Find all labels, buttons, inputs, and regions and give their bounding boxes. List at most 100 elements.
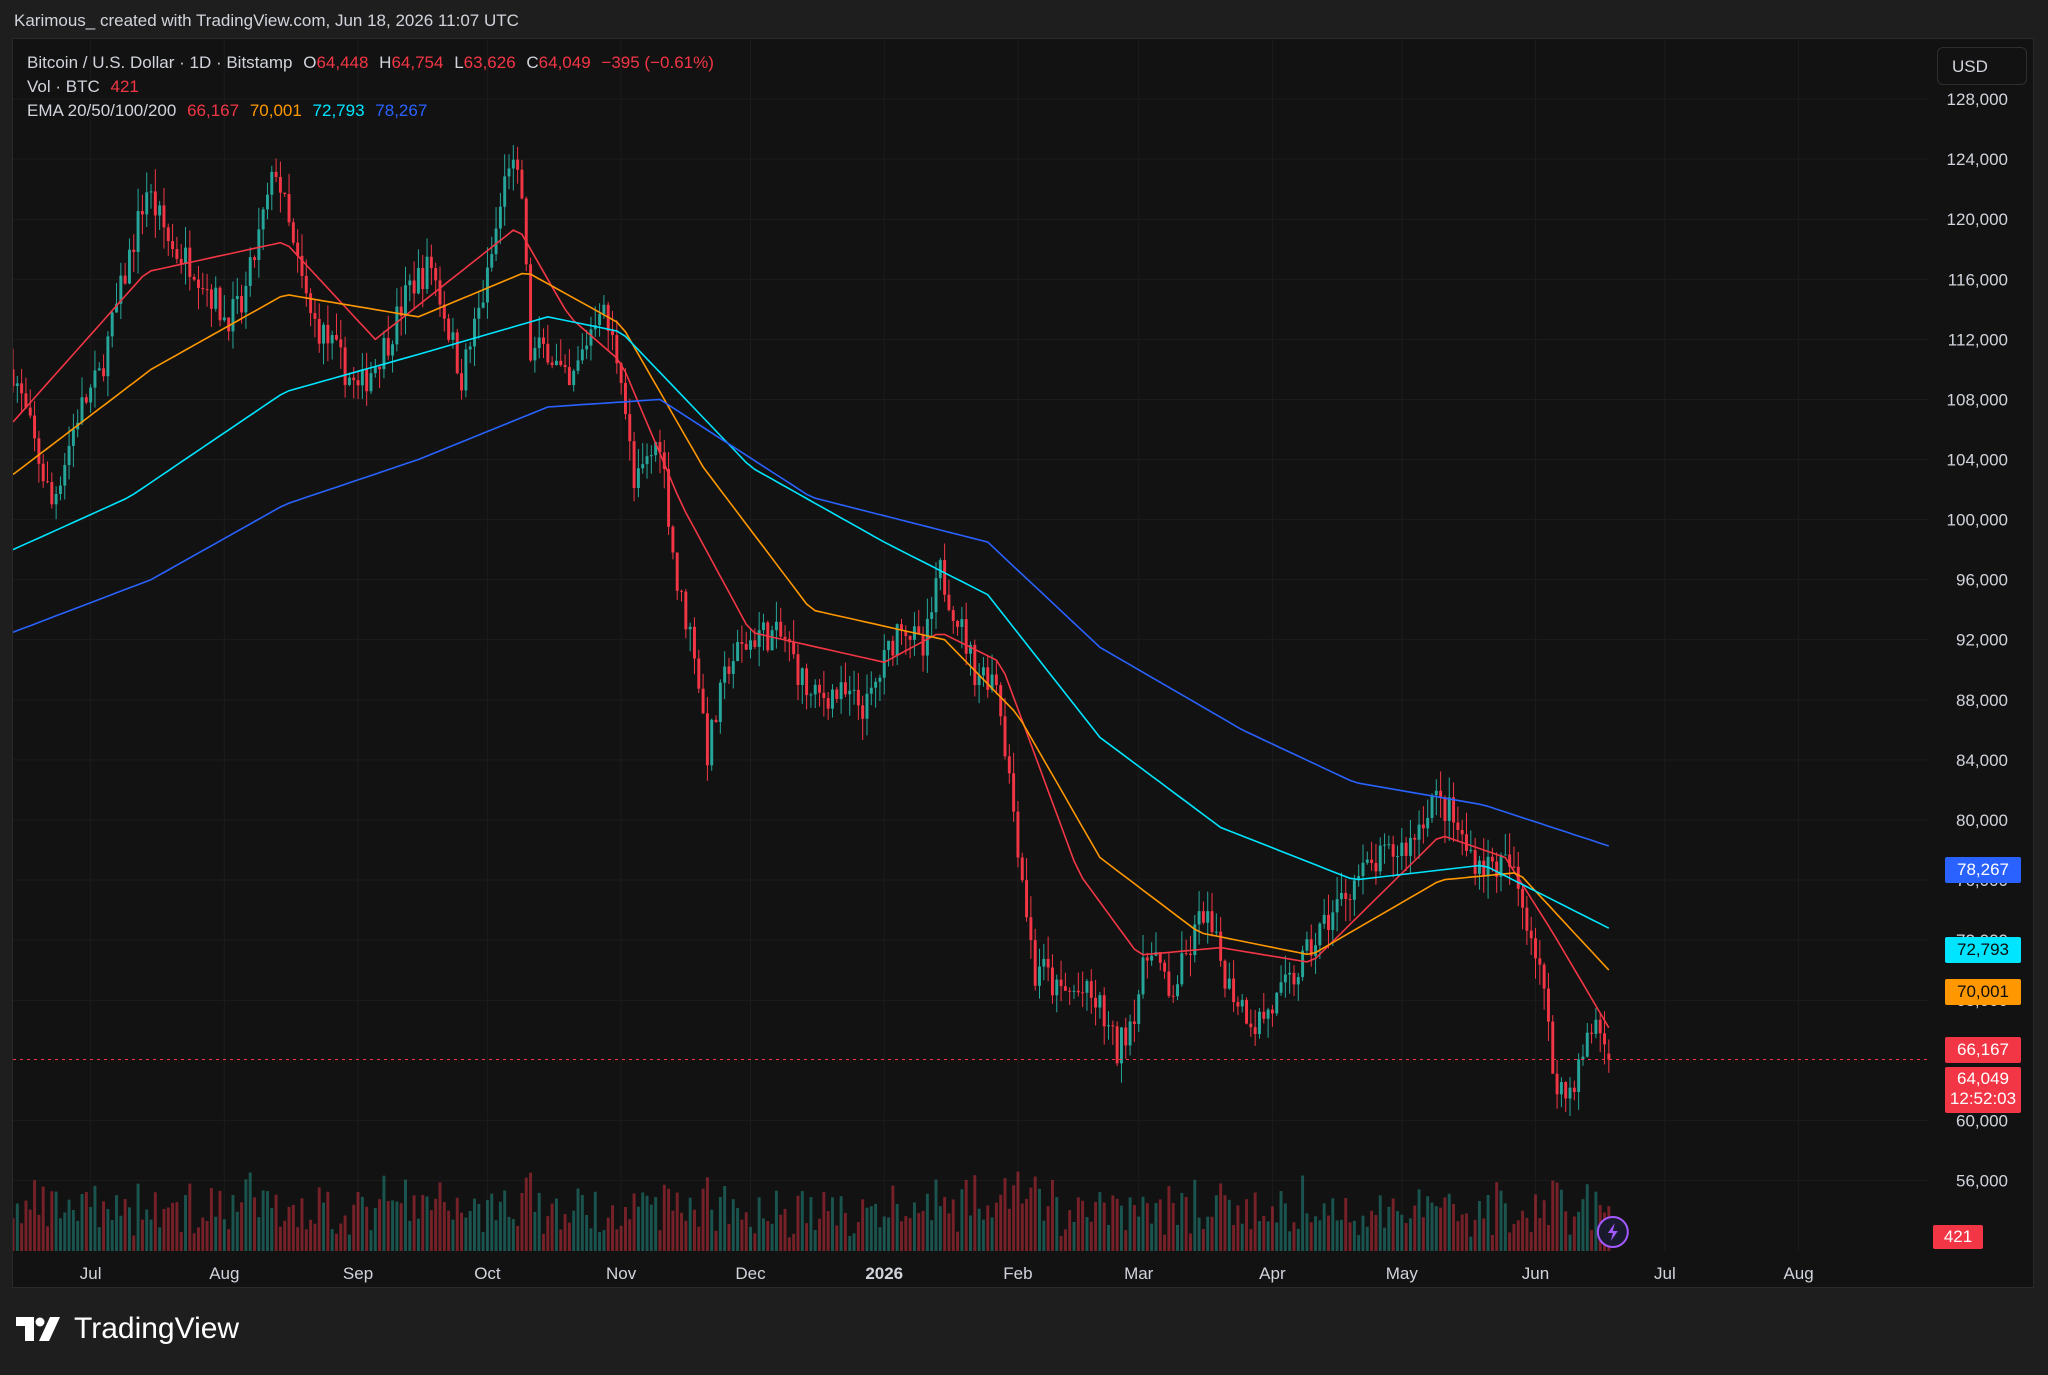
volume-bar bbox=[1400, 1214, 1404, 1251]
candle-body bbox=[1020, 857, 1024, 881]
candle-body bbox=[158, 205, 162, 216]
volume-bar bbox=[1538, 1218, 1542, 1251]
candle-body bbox=[1426, 817, 1430, 829]
candle-body bbox=[1499, 854, 1503, 877]
volume-bar bbox=[1546, 1224, 1550, 1251]
volume-bar bbox=[511, 1219, 515, 1251]
volume-bar bbox=[1258, 1221, 1261, 1251]
candle-body bbox=[1072, 990, 1076, 992]
volume-bar bbox=[869, 1206, 873, 1251]
candle-body bbox=[731, 661, 735, 674]
chart-panel[interactable]: 128,000 124,000 120,000 116,000 112,000 108,0… bbox=[12, 38, 2034, 1288]
y-axis: 128,000 124,000 120,000 116,000 112,000 108,0… bbox=[1947, 90, 2008, 1190]
volume-bar bbox=[1292, 1222, 1296, 1251]
volume-bar bbox=[1206, 1216, 1210, 1251]
candle-body bbox=[887, 640, 891, 651]
price-chart[interactable]: 128,000 124,000 120,000 116,000 112,000 108,0… bbox=[13, 39, 2035, 1289]
volume-bar bbox=[529, 1172, 533, 1251]
candle-body bbox=[1512, 866, 1516, 868]
candle-body bbox=[46, 481, 49, 483]
candle-body bbox=[740, 642, 744, 644]
volume-bar bbox=[1516, 1220, 1520, 1251]
candle-body bbox=[934, 578, 938, 613]
lightning-icon bbox=[1596, 1216, 1629, 1248]
volume-bar bbox=[1163, 1234, 1167, 1251]
volume-bar bbox=[1124, 1229, 1128, 1251]
candle-body bbox=[1288, 972, 1292, 975]
candle-body bbox=[253, 257, 256, 260]
volume-bar bbox=[1465, 1213, 1468, 1251]
volume-bar bbox=[1503, 1203, 1507, 1251]
candle-body bbox=[908, 635, 912, 640]
volume-bar bbox=[731, 1199, 735, 1251]
volume-bar bbox=[1378, 1195, 1382, 1251]
volume-bar bbox=[606, 1217, 610, 1251]
candle-body bbox=[218, 287, 222, 321]
candle-body bbox=[1598, 1019, 1602, 1034]
volume-bar bbox=[887, 1217, 891, 1251]
volume-bar bbox=[826, 1211, 830, 1251]
candle-body bbox=[550, 362, 554, 366]
volume-bar bbox=[714, 1230, 718, 1251]
volume-bar bbox=[809, 1197, 813, 1251]
candle-body bbox=[895, 624, 899, 656]
volume-bar bbox=[692, 1209, 696, 1251]
volume-bar bbox=[373, 1207, 377, 1251]
volume-bar bbox=[214, 1216, 218, 1251]
volume-bar bbox=[399, 1203, 403, 1251]
candle-body bbox=[567, 366, 571, 386]
candle-body bbox=[904, 630, 908, 636]
candle-body bbox=[688, 626, 692, 630]
candle-body bbox=[335, 335, 338, 340]
candle-body bbox=[429, 256, 433, 269]
candle-body bbox=[680, 590, 683, 592]
volume-bar bbox=[770, 1223, 774, 1251]
brand[interactable]: TradingView bbox=[16, 1312, 239, 1346]
volume-bar bbox=[1456, 1221, 1460, 1251]
candle-body bbox=[373, 366, 377, 374]
volume-bar bbox=[248, 1172, 252, 1251]
candle-body bbox=[1559, 1082, 1563, 1095]
candle-body bbox=[63, 465, 67, 486]
candle-body bbox=[623, 382, 627, 415]
candle-body bbox=[1314, 945, 1318, 956]
candle-body bbox=[576, 360, 580, 371]
candle-body bbox=[1119, 1027, 1123, 1064]
volume-bar bbox=[304, 1229, 308, 1251]
volume-bar bbox=[1227, 1199, 1231, 1251]
volume-bar bbox=[697, 1226, 701, 1251]
volume-bar bbox=[1391, 1198, 1395, 1251]
volume-bar bbox=[158, 1227, 162, 1251]
candle-body bbox=[1089, 981, 1093, 998]
candle-body bbox=[283, 192, 287, 195]
volume-bar bbox=[550, 1203, 554, 1251]
candle-body bbox=[1374, 862, 1378, 872]
volume-bar bbox=[852, 1233, 856, 1251]
candle-body bbox=[1546, 988, 1550, 1022]
volume-bar bbox=[1275, 1222, 1279, 1251]
candle-body bbox=[80, 397, 84, 423]
candle-body bbox=[697, 658, 701, 689]
candle-body bbox=[115, 303, 118, 313]
candle-body bbox=[1193, 924, 1197, 955]
candle-body bbox=[554, 360, 558, 366]
ema-line-ema50 bbox=[13, 272, 1610, 971]
candle-body bbox=[343, 347, 347, 385]
candle-body bbox=[1098, 995, 1102, 1008]
candle-body bbox=[891, 640, 895, 656]
candle-body bbox=[1383, 844, 1387, 846]
candle-body bbox=[900, 624, 903, 631]
volume-bar bbox=[990, 1217, 994, 1251]
volume-bar bbox=[585, 1214, 589, 1251]
volume-bar bbox=[951, 1199, 955, 1251]
volume-bar bbox=[149, 1219, 153, 1251]
candle-body bbox=[667, 469, 671, 527]
candle-body bbox=[1590, 1032, 1594, 1034]
candle-body bbox=[1465, 834, 1468, 851]
volume-bar bbox=[447, 1210, 451, 1251]
currency-button[interactable]: USD bbox=[1937, 47, 2027, 85]
candle-body bbox=[317, 318, 321, 344]
volume-bar bbox=[831, 1197, 834, 1251]
candle-body bbox=[585, 345, 589, 350]
volume-bar bbox=[1253, 1192, 1257, 1251]
